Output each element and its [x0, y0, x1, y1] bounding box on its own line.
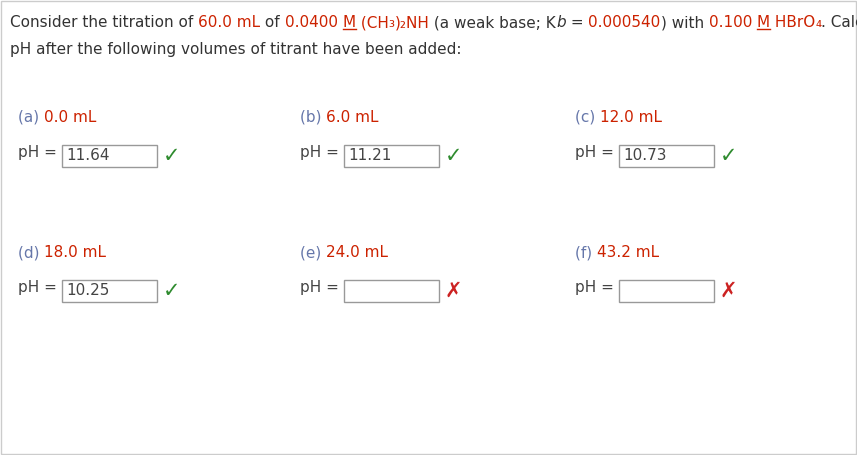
Text: HBrO: HBrO: [770, 15, 815, 30]
Text: (a weak base; K: (a weak base; K: [429, 15, 556, 30]
Text: Consider the titration of: Consider the titration of: [10, 15, 198, 30]
Text: ✓: ✓: [163, 281, 180, 301]
Text: 0.0 mL: 0.0 mL: [44, 110, 96, 125]
Text: ₃: ₃: [388, 15, 394, 30]
Text: 11.64: 11.64: [67, 148, 111, 163]
Text: )₂NH: )₂NH: [394, 15, 429, 30]
Text: ✗: ✗: [720, 281, 737, 301]
Text: 0.100: 0.100: [709, 15, 757, 30]
Text: (b): (b): [300, 110, 327, 125]
Text: 12.0 mL: 12.0 mL: [600, 110, 662, 125]
Text: (a): (a): [18, 110, 44, 125]
Text: pH =: pH =: [18, 145, 62, 160]
Text: 60.0 mL: 60.0 mL: [198, 15, 261, 30]
Text: 6.0 mL: 6.0 mL: [327, 110, 379, 125]
Text: (d): (d): [18, 245, 45, 260]
Bar: [619, 145, 714, 167]
Text: 24.0 mL: 24.0 mL: [327, 245, 388, 260]
Text: (f): (f): [575, 245, 597, 260]
Text: b: b: [556, 15, 566, 30]
Text: 0.0400: 0.0400: [285, 15, 343, 30]
Text: 11.21: 11.21: [349, 148, 393, 163]
Bar: [62, 280, 157, 302]
Text: 18.0 mL: 18.0 mL: [45, 245, 106, 260]
Bar: [344, 280, 439, 302]
Text: ✓: ✓: [445, 146, 462, 166]
Text: =: =: [566, 15, 589, 30]
Text: 43.2 mL: 43.2 mL: [597, 245, 659, 260]
Text: of: of: [261, 15, 285, 30]
Text: M: M: [343, 15, 356, 30]
Text: ) with: ) with: [661, 15, 709, 30]
Text: (CH: (CH: [356, 15, 388, 30]
Text: pH =: pH =: [18, 280, 62, 295]
Text: (e): (e): [300, 245, 327, 260]
Text: pH =: pH =: [575, 145, 619, 160]
Bar: [619, 280, 714, 302]
Text: 10.73: 10.73: [624, 148, 668, 163]
Text: M: M: [757, 15, 770, 30]
Text: pH after the following volumes of titrant have been added:: pH after the following volumes of titran…: [10, 42, 462, 57]
Text: ✓: ✓: [720, 146, 737, 166]
Text: (c): (c): [575, 110, 600, 125]
Text: pH =: pH =: [300, 280, 344, 295]
Text: ✗: ✗: [445, 281, 462, 301]
Text: ✓: ✓: [163, 146, 180, 166]
Text: pH =: pH =: [300, 145, 344, 160]
Text: . Calculate the: . Calculate the: [821, 15, 857, 30]
Text: 10.25: 10.25: [67, 283, 111, 298]
Text: 0.000540: 0.000540: [589, 15, 661, 30]
Bar: [344, 145, 439, 167]
Text: pH =: pH =: [575, 280, 619, 295]
Text: ₄: ₄: [815, 15, 821, 30]
Bar: [62, 145, 157, 167]
